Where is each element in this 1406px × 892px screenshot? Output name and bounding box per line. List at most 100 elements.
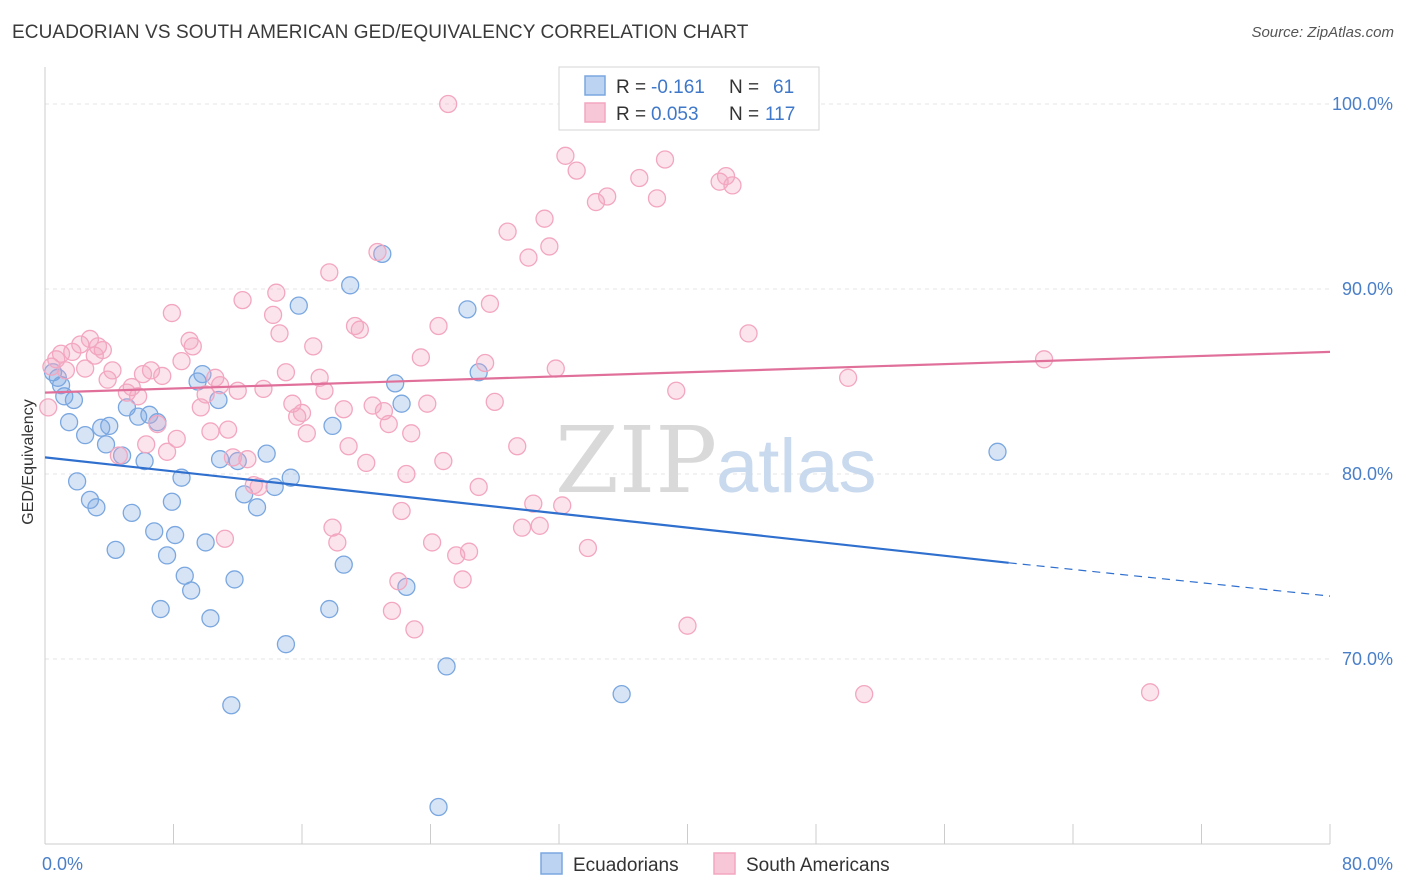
point-1-79 [453,570,472,589]
point-0-9 [87,498,106,517]
series-legend-swatch-ecuadorians [540,852,563,875]
point-1-87 [512,518,532,537]
point-1-61 [357,453,376,473]
point-0-22 [151,599,170,619]
point-1-12 [98,370,117,389]
point-1-112 [1034,350,1054,369]
point-0-7 [76,425,95,445]
point-1-34 [215,529,235,548]
point-1-60 [350,320,369,339]
point-0-17 [129,407,148,426]
watermark-atlas: atlas [716,424,877,509]
point-1-37 [228,381,247,400]
point-1-102 [647,189,667,208]
point-1-68 [392,501,411,521]
point-1-6 [71,335,90,354]
point-1-69 [397,464,416,484]
point-0-24 [162,492,182,511]
point-1-3 [51,344,71,363]
point-1-109 [739,324,758,343]
point-0-40 [257,444,276,463]
source-label: Source: ZipAtlas.com [1251,24,1394,41]
point-0-36 [225,570,244,589]
legend-r-value-south-americans: 0.053 [651,104,699,125]
point-1-108 [723,176,742,195]
point-1-11 [93,340,112,360]
point-1-36 [223,448,243,467]
point-1-71 [405,620,424,639]
point-0-38 [235,485,254,504]
point-1-80 [459,542,479,561]
point-1-14 [109,446,129,465]
legend-swatch-south-americans [584,102,606,123]
trend-line-extension-0 [1008,562,1331,597]
point-0-32 [201,609,220,628]
point-1-20 [141,361,161,380]
legend-n-label-1: N = [729,77,759,98]
point-1-111 [855,685,874,704]
point-1-44 [267,283,286,302]
point-1-110 [838,368,858,387]
point-1-97 [578,538,598,558]
y-tick-label-1: 80.0% [1342,464,1393,484]
legend-r-label-2: R = [616,104,646,125]
point-1-93 [546,359,565,378]
point-1-98 [586,192,606,212]
point-1-85 [498,222,517,241]
point-1-35 [218,420,238,439]
point-0-46 [323,416,342,436]
point-0-35 [222,696,241,715]
point-1-74 [422,533,442,552]
stats-legend: R = -0.161 N = 61 R = 0.053 N = 117 [558,66,820,131]
point-0-23 [157,546,177,565]
point-1-103 [655,150,675,169]
series-legend-label-ecuadorians: Ecuadorians [573,855,679,876]
chart-title: ECUADORIAN VS SOUTH AMERICAN GED/EQUIVAL… [12,22,749,43]
y-tick-label-2: 90.0% [1342,279,1393,299]
point-1-16 [122,377,141,397]
point-1-89 [524,494,543,513]
point-1-94 [553,496,572,515]
point-0-43 [281,468,300,487]
point-0-58 [988,442,1007,461]
point-1-31 [201,422,220,441]
point-0-6 [67,472,87,491]
point-0-55 [458,300,477,319]
legend-r-value-ecuadorians: -0.161 [651,77,705,98]
point-1-62 [363,396,382,415]
legend-r-label-1: R = [616,77,646,98]
point-1-76 [434,451,453,471]
point-0-16 [122,503,141,522]
point-1-105 [678,616,697,635]
legend-swatch-ecuadorians [584,75,606,96]
point-0-4 [59,413,79,432]
point-1-38 [233,290,252,310]
point-0-44 [289,296,308,315]
point-1-70 [402,424,421,443]
point-0-45 [320,599,339,619]
trend-lines [44,350,1331,597]
point-0-28 [182,581,201,600]
legend-n-label-2: N = [729,104,759,125]
point-1-24 [162,303,182,323]
x-tick-label-0: 0.0% [42,854,83,874]
point-1-53 [315,381,334,400]
point-1-51 [304,337,323,356]
point-1-17 [129,387,148,406]
point-1-50 [297,424,316,443]
point-1-63 [368,242,387,262]
point-0-53 [429,797,448,817]
point-1-86 [508,437,527,456]
point-1-101 [630,168,649,188]
point-1-57 [334,400,353,419]
point-1-88 [519,248,538,267]
point-1-25 [167,429,186,449]
point-0-54 [437,657,456,676]
point-1-99 [598,187,617,206]
point-1-66 [382,601,402,621]
point-0-47 [334,555,353,574]
point-1-26 [172,351,191,371]
point-1-58 [339,437,358,456]
point-0-20 [145,522,164,541]
point-1-30 [196,385,215,404]
